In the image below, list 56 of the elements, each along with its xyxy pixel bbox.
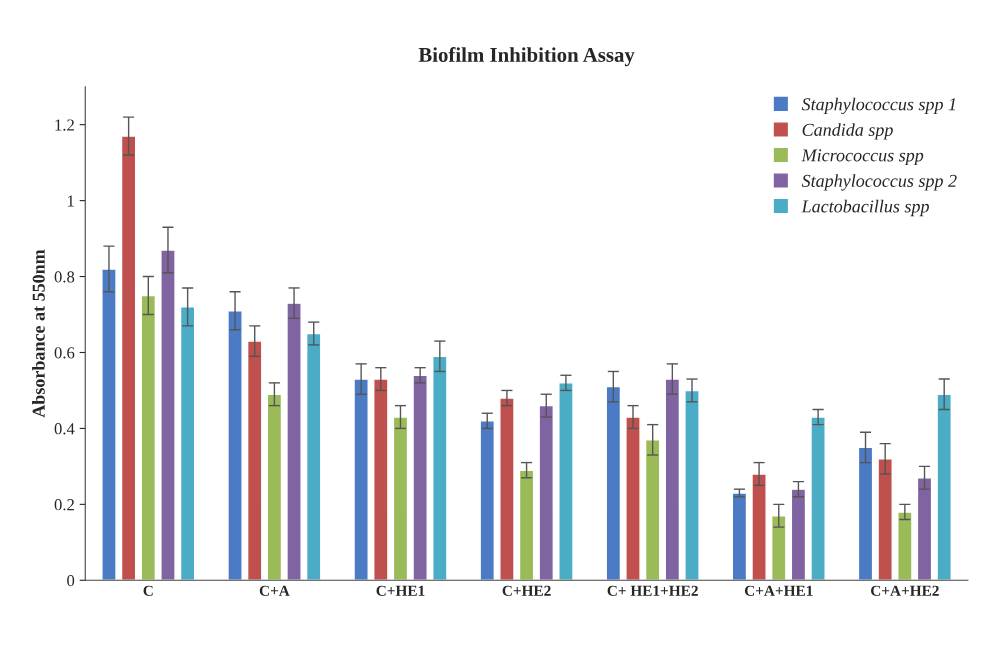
bar [353,378,369,581]
bar [432,355,448,581]
bar [286,302,302,581]
bar [897,511,913,581]
x-tick-label: C+A+HE2 [871,585,939,596]
bar [644,439,661,581]
y-tick-label: 0.2 [54,499,74,511]
bar [373,378,389,581]
bar [664,378,681,581]
bar [810,416,826,581]
bar [936,393,952,581]
bar [857,446,874,581]
bar [538,404,555,581]
y-tick-label: 1.2 [55,119,74,131]
bar [790,488,807,581]
bar [684,389,700,581]
bar [392,416,409,581]
y-axis-title: Absorbance at 550nm [32,249,45,418]
bar [479,420,496,581]
bar [770,515,787,581]
x-tick-label: C [143,585,153,596]
bar [179,306,196,581]
bar [499,397,515,581]
y-tick-label: 0.4 [54,423,75,435]
bar [140,294,157,581]
legend-label: Lactobacillus spp [801,199,929,217]
bar [266,393,283,581]
x-tick-label: C+ HE1+HE2 [607,585,698,596]
bar [412,374,428,581]
legend-label: Staphylococcus spp 2 [801,174,957,191]
bar [877,458,893,581]
bar [120,135,137,581]
bar [558,382,574,581]
bar [305,332,322,581]
x-tick-label: C+A+HE1 [744,585,813,596]
chart-title: Biofilm Inhibition Assay [418,47,635,67]
legend-label: Staphylococcus spp 1 [801,97,956,115]
y-tick-label: 0.6 [54,347,75,359]
bar [731,492,748,581]
y-tick-label: 0.8 [54,271,75,283]
bar [625,416,641,581]
bar [160,249,176,581]
legend-label: Candida spp [802,123,893,140]
x-tick-label: C+A [259,585,290,596]
x-tick-label: C+HE2 [502,585,551,596]
x-tick-label: C+HE1 [376,585,425,596]
y-tick-label: 1 [67,195,74,207]
bar [518,469,535,581]
legend-label: Micrococcus spp [801,149,924,166]
bar [246,340,263,581]
bar [101,268,117,581]
bar [751,473,767,581]
bar [916,477,933,581]
y-tick-label: 0 [67,574,75,587]
bar [227,310,243,581]
bar [605,385,622,581]
